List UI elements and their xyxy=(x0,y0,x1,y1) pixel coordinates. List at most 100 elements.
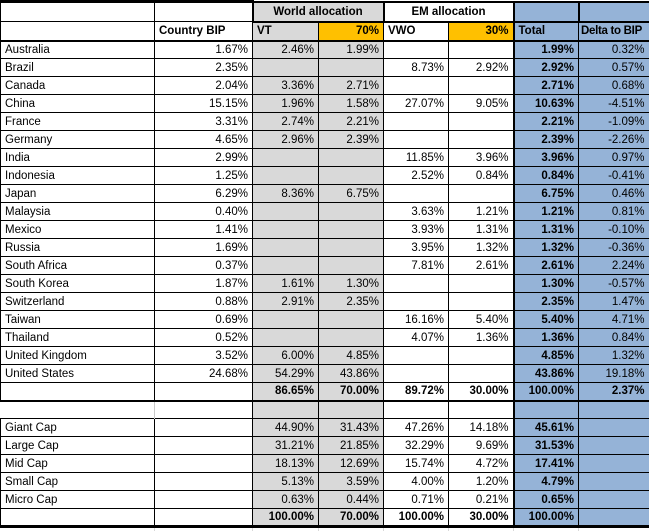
cell-total[interactable]: 17.41% xyxy=(512,454,579,473)
cell-vt-weighted[interactable]: 2.21% xyxy=(318,112,384,131)
cell-vt-weighted[interactable] xyxy=(318,328,384,347)
cell-vwo[interactable]: 3.95% xyxy=(383,238,449,257)
cell-row-label[interactable]: Large Cap xyxy=(0,436,155,455)
cell-row-label[interactable]: Small Cap xyxy=(0,472,155,491)
cell-vwo-weighted-total[interactable]: 30.00% xyxy=(448,508,514,528)
cell-bip[interactable]: 15.15% xyxy=(154,94,253,113)
cell-vwo[interactable]: 3.63% xyxy=(383,202,449,221)
cell-delta[interactable]: -0.36% xyxy=(578,238,649,257)
cell-vwo-weighted[interactable] xyxy=(448,76,514,95)
cell-row-label[interactable]: Thailand xyxy=(0,328,155,347)
cell-vwo[interactable]: 4.00% xyxy=(383,472,449,491)
cell-row-label[interactable]: Indonesia xyxy=(0,166,155,185)
cell-row-label[interactable]: United Kingdom xyxy=(0,346,155,365)
cell-bip[interactable]: 0.40% xyxy=(154,202,253,221)
cell-vt-weighted[interactable]: 4.85% xyxy=(318,346,384,365)
cell-total[interactable]: 2.21% xyxy=(512,112,579,131)
cell-vt-weighted[interactable]: 1.58% xyxy=(318,94,384,113)
vwo-header[interactable]: VWO xyxy=(383,21,449,42)
cell-delta[interactable]: 2.24% xyxy=(578,256,649,275)
cell-total[interactable]: 2.39% xyxy=(512,130,579,149)
cell-vt[interactable] xyxy=(252,58,319,77)
cell-vwo[interactable] xyxy=(383,40,449,59)
cell-blank[interactable] xyxy=(0,400,155,419)
cell-vt-weighted[interactable] xyxy=(318,310,384,329)
delta-header[interactable]: Delta to BIP xyxy=(578,21,649,42)
cell-vt[interactable]: 18.13% xyxy=(252,454,319,473)
cell-vt[interactable]: 2.74% xyxy=(252,112,319,131)
cell-vt-weighted[interactable] xyxy=(318,148,384,167)
cell-delta[interactable]: 0.57% xyxy=(578,58,649,77)
cell-total[interactable]: 1.99% xyxy=(512,40,579,59)
cell-total[interactable]: 10.63% xyxy=(512,94,579,113)
cell-bip[interactable]: 1.87% xyxy=(154,274,253,293)
cell-vt-weighted[interactable] xyxy=(318,238,384,257)
cell-delta[interactable]: 4.71% xyxy=(578,310,649,329)
cell-delta[interactable]: 1.47% xyxy=(578,292,649,311)
cell-total[interactable]: 1.31% xyxy=(512,220,579,239)
cell-total[interactable]: 43.86% xyxy=(512,364,579,383)
cell-vwo[interactable]: 3.93% xyxy=(383,220,449,239)
cell-vwo-weighted[interactable]: 1.21% xyxy=(448,202,514,221)
cell-bip[interactable]: 3.31% xyxy=(154,112,253,131)
cell-vwo[interactable] xyxy=(383,112,449,131)
cell-row-label[interactable]: Malaysia xyxy=(0,202,155,221)
cell-vt[interactable]: 54.29% xyxy=(252,364,319,383)
cell-vt-weighted[interactable]: 43.86% xyxy=(318,364,384,383)
cell-vwo-weighted-total[interactable]: 30.00% xyxy=(448,382,514,402)
cell-delta[interactable] xyxy=(578,454,649,473)
cell-blank-total[interactable] xyxy=(512,0,580,23)
cell-bip[interactable]: 0.37% xyxy=(154,256,253,275)
cell-total[interactable]: 31.53% xyxy=(512,436,579,455)
cell-delta[interactable]: -0.57% xyxy=(578,274,649,293)
cell-vwo-weighted[interactable] xyxy=(448,292,514,311)
cell-vwo-weighted[interactable]: 5.40% xyxy=(448,310,514,329)
total-header[interactable]: Total xyxy=(512,21,579,42)
cell-vt[interactable]: 31.21% xyxy=(252,436,319,455)
cell-vt[interactable] xyxy=(252,220,319,239)
cell-delta[interactable]: 0.81% xyxy=(578,202,649,221)
cell-vt[interactable] xyxy=(252,310,319,329)
cell-bip[interactable] xyxy=(154,436,253,455)
cell-delta[interactable] xyxy=(578,418,649,437)
cell-total[interactable]: 4.85% xyxy=(512,346,579,365)
cell-vwo[interactable] xyxy=(383,130,449,149)
cell-row-label[interactable]: South Africa xyxy=(0,256,155,275)
cell-vwo[interactable] xyxy=(383,364,449,383)
cell-vwo[interactable]: 27.07% xyxy=(383,94,449,113)
cell-row-label[interactable]: Germany xyxy=(0,130,155,149)
cell-vt-weighted[interactable] xyxy=(318,58,384,77)
cell-vt-weighted[interactable]: 12.69% xyxy=(318,454,384,473)
cell-row-label[interactable]: France xyxy=(0,112,155,131)
cell-row-label[interactable]: Canada xyxy=(0,76,155,95)
cell-vt[interactable] xyxy=(252,148,319,167)
cell-vwo-weighted[interactable]: 9.69% xyxy=(448,436,514,455)
cell-vt-weighted[interactable]: 1.30% xyxy=(318,274,384,293)
cell-delta-total[interactable]: 2.37% xyxy=(578,382,649,402)
cell-bip[interactable]: 1.69% xyxy=(154,238,253,257)
cell-vt[interactable]: 2.46% xyxy=(252,40,319,59)
cell-vt[interactable] xyxy=(252,166,319,185)
cell-delta[interactable]: 0.32% xyxy=(578,40,649,59)
cell-vwo-weighted[interactable] xyxy=(448,364,514,383)
cell-vt-weighted[interactable] xyxy=(318,202,384,221)
cell-vwo-weighted[interactable]: 2.61% xyxy=(448,256,514,275)
cell-delta[interactable]: 0.97% xyxy=(578,148,649,167)
world-allocation-header[interactable]: World allocation xyxy=(251,0,385,23)
cell-vwo[interactable] xyxy=(383,76,449,95)
cell-delta[interactable]: -1.09% xyxy=(578,112,649,131)
cell-blank[interactable] xyxy=(383,400,449,419)
cell-vwo-weighted[interactable] xyxy=(448,130,514,149)
cell-vwo[interactable]: 8.73% xyxy=(383,58,449,77)
cell-delta[interactable]: -4.51% xyxy=(578,94,649,113)
cell-vt-weighted[interactable]: 2.35% xyxy=(318,292,384,311)
cell-row-label[interactable]: Taiwan xyxy=(0,310,155,329)
cell-row-label[interactable]: United States xyxy=(0,364,155,383)
cell-bip[interactable]: 2.35% xyxy=(154,58,253,77)
cell-row-label[interactable]: South Korea xyxy=(0,274,155,293)
cell-vwo-weighted[interactable]: 2.92% xyxy=(448,58,514,77)
cell-vwo-weighted[interactable] xyxy=(448,184,514,203)
cell-vwo[interactable]: 2.52% xyxy=(383,166,449,185)
cell-vt-weighted[interactable]: 6.75% xyxy=(318,184,384,203)
cell-blank[interactable] xyxy=(252,400,319,419)
